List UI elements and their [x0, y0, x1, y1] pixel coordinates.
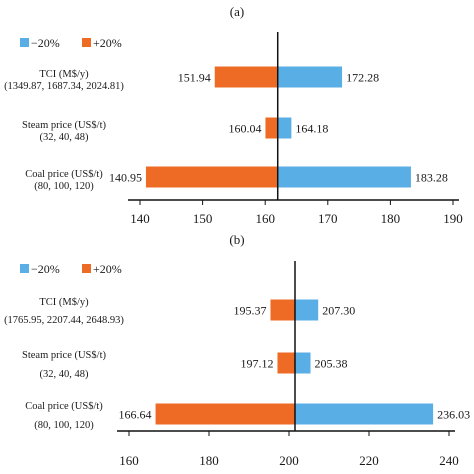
data-label-plus20: 197.12 [240, 357, 273, 371]
panel-label: (a) [230, 4, 244, 19]
x-tick-label: 220 [359, 453, 379, 468]
bar-minus20 [277, 66, 343, 88]
x-tick-label: 160 [255, 211, 275, 226]
category-label: Steam price (US$/t) [22, 120, 106, 131]
bar-plus20 [270, 299, 295, 321]
legend-label: +20% [93, 36, 122, 50]
category-sublabel: (80, 100, 120) [34, 420, 94, 431]
x-tick-label: 190 [443, 211, 463, 226]
data-label-minus20: 205.38 [315, 357, 348, 371]
data-label-minus20: 164.18 [295, 122, 328, 136]
category-label: Steam price (US$/t) [22, 350, 106, 361]
x-tick-label: 140 [130, 211, 150, 226]
legend-swatch [82, 264, 91, 273]
bar-minus20 [295, 299, 319, 321]
legend-swatch [20, 38, 29, 47]
x-tick-label: 150 [193, 211, 213, 226]
data-label-minus20: 207.30 [322, 304, 355, 318]
x-tick-label: 200 [279, 453, 299, 468]
bar-plus20 [265, 117, 278, 139]
x-tick-label: 160 [119, 453, 139, 468]
data-label-plus20: 166.64 [119, 408, 152, 422]
category-label: Coal price (US$/t) [25, 401, 103, 412]
bar-minus20 [277, 166, 411, 188]
data-label-plus20: 160.04 [228, 122, 261, 136]
legend: −20% +20% [20, 36, 122, 50]
category-sublabel: (80, 100, 120) [34, 181, 94, 192]
panel-a: (a) −20% +20% 151.94 172.28 TCI (M$/y)(1349.8… [4, 4, 463, 226]
bar-plus20 [214, 66, 278, 88]
data-label-minus20: 172.28 [346, 71, 379, 85]
x-tick-label: 170 [318, 211, 338, 226]
bar-minus20 [295, 352, 311, 374]
category-sublabel: (32, 40, 48) [40, 369, 89, 380]
data-label-plus20: 140.95 [109, 171, 142, 185]
bar-plus20 [145, 166, 278, 188]
x-tick-label: 180 [199, 453, 219, 468]
bar-minus20 [277, 117, 292, 139]
category-label: TCI (M$/y) [39, 69, 89, 80]
legend: −20% +20% [20, 262, 122, 276]
bar-plus20 [277, 352, 295, 374]
panel-b: (b) −20% +20% 195.37 207.30 TCI (M$/y) (1765.9… [4, 232, 470, 468]
legend-label: −20% [31, 36, 60, 50]
category-label: Coal price (US$/t) [25, 169, 103, 180]
data-label-minus20: 236.03 [437, 408, 470, 422]
category-sublabel: (32, 40, 48) [40, 132, 89, 143]
x-tick-label: 240 [439, 453, 459, 468]
data-label-plus20: 151.94 [178, 71, 211, 85]
legend-label: +20% [93, 262, 122, 276]
category-sublabel: (1765.95, 2207.44, 2648.93) [4, 315, 124, 326]
legend-swatch [82, 38, 91, 47]
data-label-minus20: 183.28 [415, 171, 448, 185]
bar-plus20 [155, 403, 295, 425]
x-tick-label: 180 [381, 211, 401, 226]
panel-label: (b) [229, 232, 244, 247]
data-label-plus20: 195.37 [233, 304, 266, 318]
legend-label: −20% [31, 262, 60, 276]
bar-minus20 [295, 403, 434, 425]
category-sublabel: (1349.87, 1687.34, 2024.81) [4, 81, 124, 92]
legend-swatch [20, 264, 29, 273]
category-label: TCI (M$/y) [39, 297, 89, 308]
